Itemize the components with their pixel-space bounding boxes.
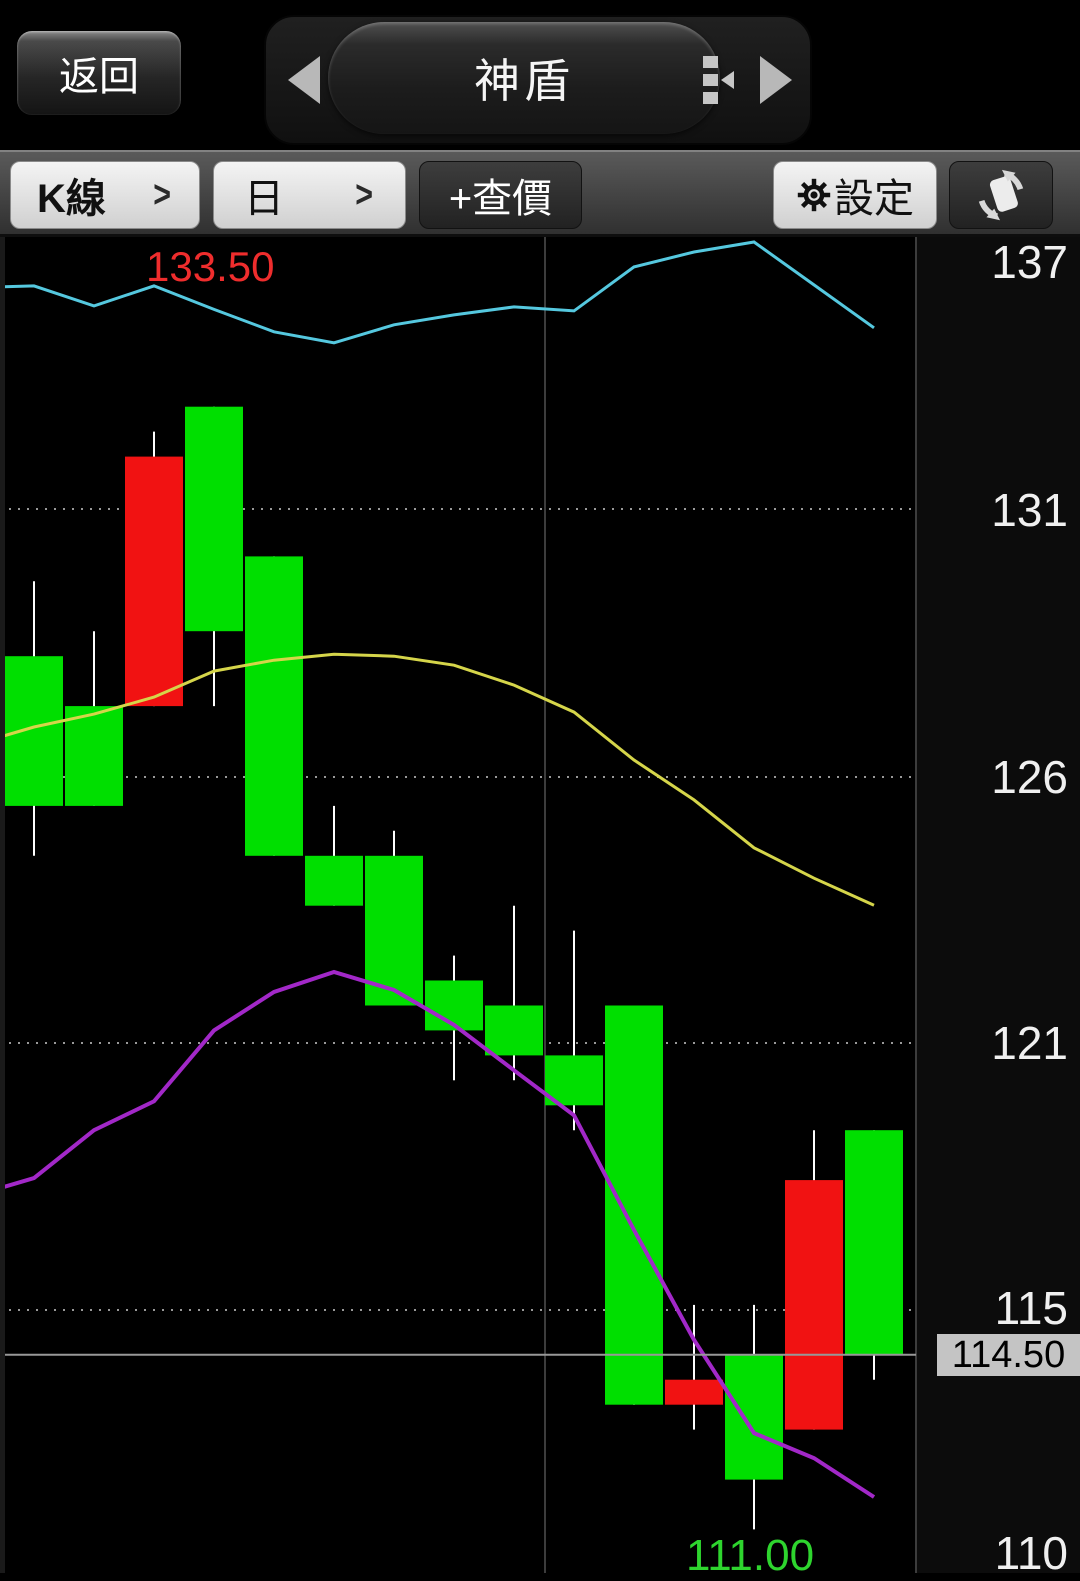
symbol-list-icon[interactable] xyxy=(703,46,734,114)
list-arrow-icon xyxy=(721,71,734,89)
candle-body xyxy=(245,556,303,856)
candle-body xyxy=(305,855,363,906)
chart-type-label: K線 xyxy=(37,177,106,221)
settings-label: 設定 xyxy=(834,177,914,221)
rotate-screen-button[interactable] xyxy=(949,161,1053,229)
chart-left-bezel xyxy=(0,237,5,1573)
candle-body xyxy=(545,1055,603,1106)
back-button[interactable]: 返回 xyxy=(16,30,182,116)
candle-body xyxy=(785,1180,843,1430)
ma-line-cyan xyxy=(0,240,875,345)
rotate-screen-icon xyxy=(978,169,1024,221)
candle-body xyxy=(605,1005,663,1405)
back-button-label: 返回 xyxy=(59,55,139,99)
candle-body xyxy=(185,406,243,632)
candle-body xyxy=(665,1379,723,1405)
settings-button[interactable]: 設定 xyxy=(773,161,937,229)
candle-body xyxy=(65,706,123,806)
price-query-label: +查價 xyxy=(448,177,553,221)
previous-symbol-icon[interactable] xyxy=(288,56,320,104)
period-high-label: 133.50 xyxy=(146,243,275,290)
price-query-button[interactable]: +查價 xyxy=(419,161,582,229)
y-axis-label: 115 xyxy=(994,1282,1068,1334)
chart-canvas xyxy=(0,237,1080,1573)
chart-type-button[interactable]: K線 > xyxy=(10,161,200,229)
symbol-title-button[interactable]: 神盾 xyxy=(328,22,720,134)
chevron-right-icon: > xyxy=(355,173,373,216)
candle-body xyxy=(485,1005,543,1056)
candle-body xyxy=(125,456,183,707)
y-axis-label: 110 xyxy=(994,1527,1068,1579)
candle-body xyxy=(5,656,63,806)
period-label: 日 xyxy=(244,177,284,221)
chevron-right-icon: > xyxy=(153,173,171,216)
period-button[interactable]: 日 > xyxy=(213,161,406,229)
candle-body xyxy=(425,980,483,1031)
candlestick-chart[interactable]: 133.50 111.00 137 131 126 121 115 110 114.50 xyxy=(0,236,1080,1580)
last-price-badge: 114.50 xyxy=(937,1333,1080,1376)
ma-line-purple xyxy=(0,969,876,1499)
ma-line-yellow xyxy=(0,652,875,907)
candle-body xyxy=(845,1130,903,1355)
chart-toolbar: K線 > 日 > +查價 設定 xyxy=(0,150,1080,237)
symbol-navigator: 神盾 xyxy=(264,15,812,145)
y-axis-label: 121 xyxy=(991,1017,1068,1069)
top-bar: 返回 神盾 xyxy=(0,0,1080,150)
candle-body xyxy=(365,855,423,1006)
next-symbol-icon[interactable] xyxy=(760,56,792,104)
period-low-label: 111.00 xyxy=(686,1531,815,1580)
y-axis-label: 126 xyxy=(991,751,1068,803)
symbol-title: 神盾 xyxy=(474,55,574,107)
candle-body xyxy=(725,1354,783,1480)
y-axis-label: 131 xyxy=(991,484,1068,536)
gear-icon xyxy=(797,178,831,212)
list-squares-icon xyxy=(703,53,718,107)
y-axis-label: 137 xyxy=(991,236,1068,288)
